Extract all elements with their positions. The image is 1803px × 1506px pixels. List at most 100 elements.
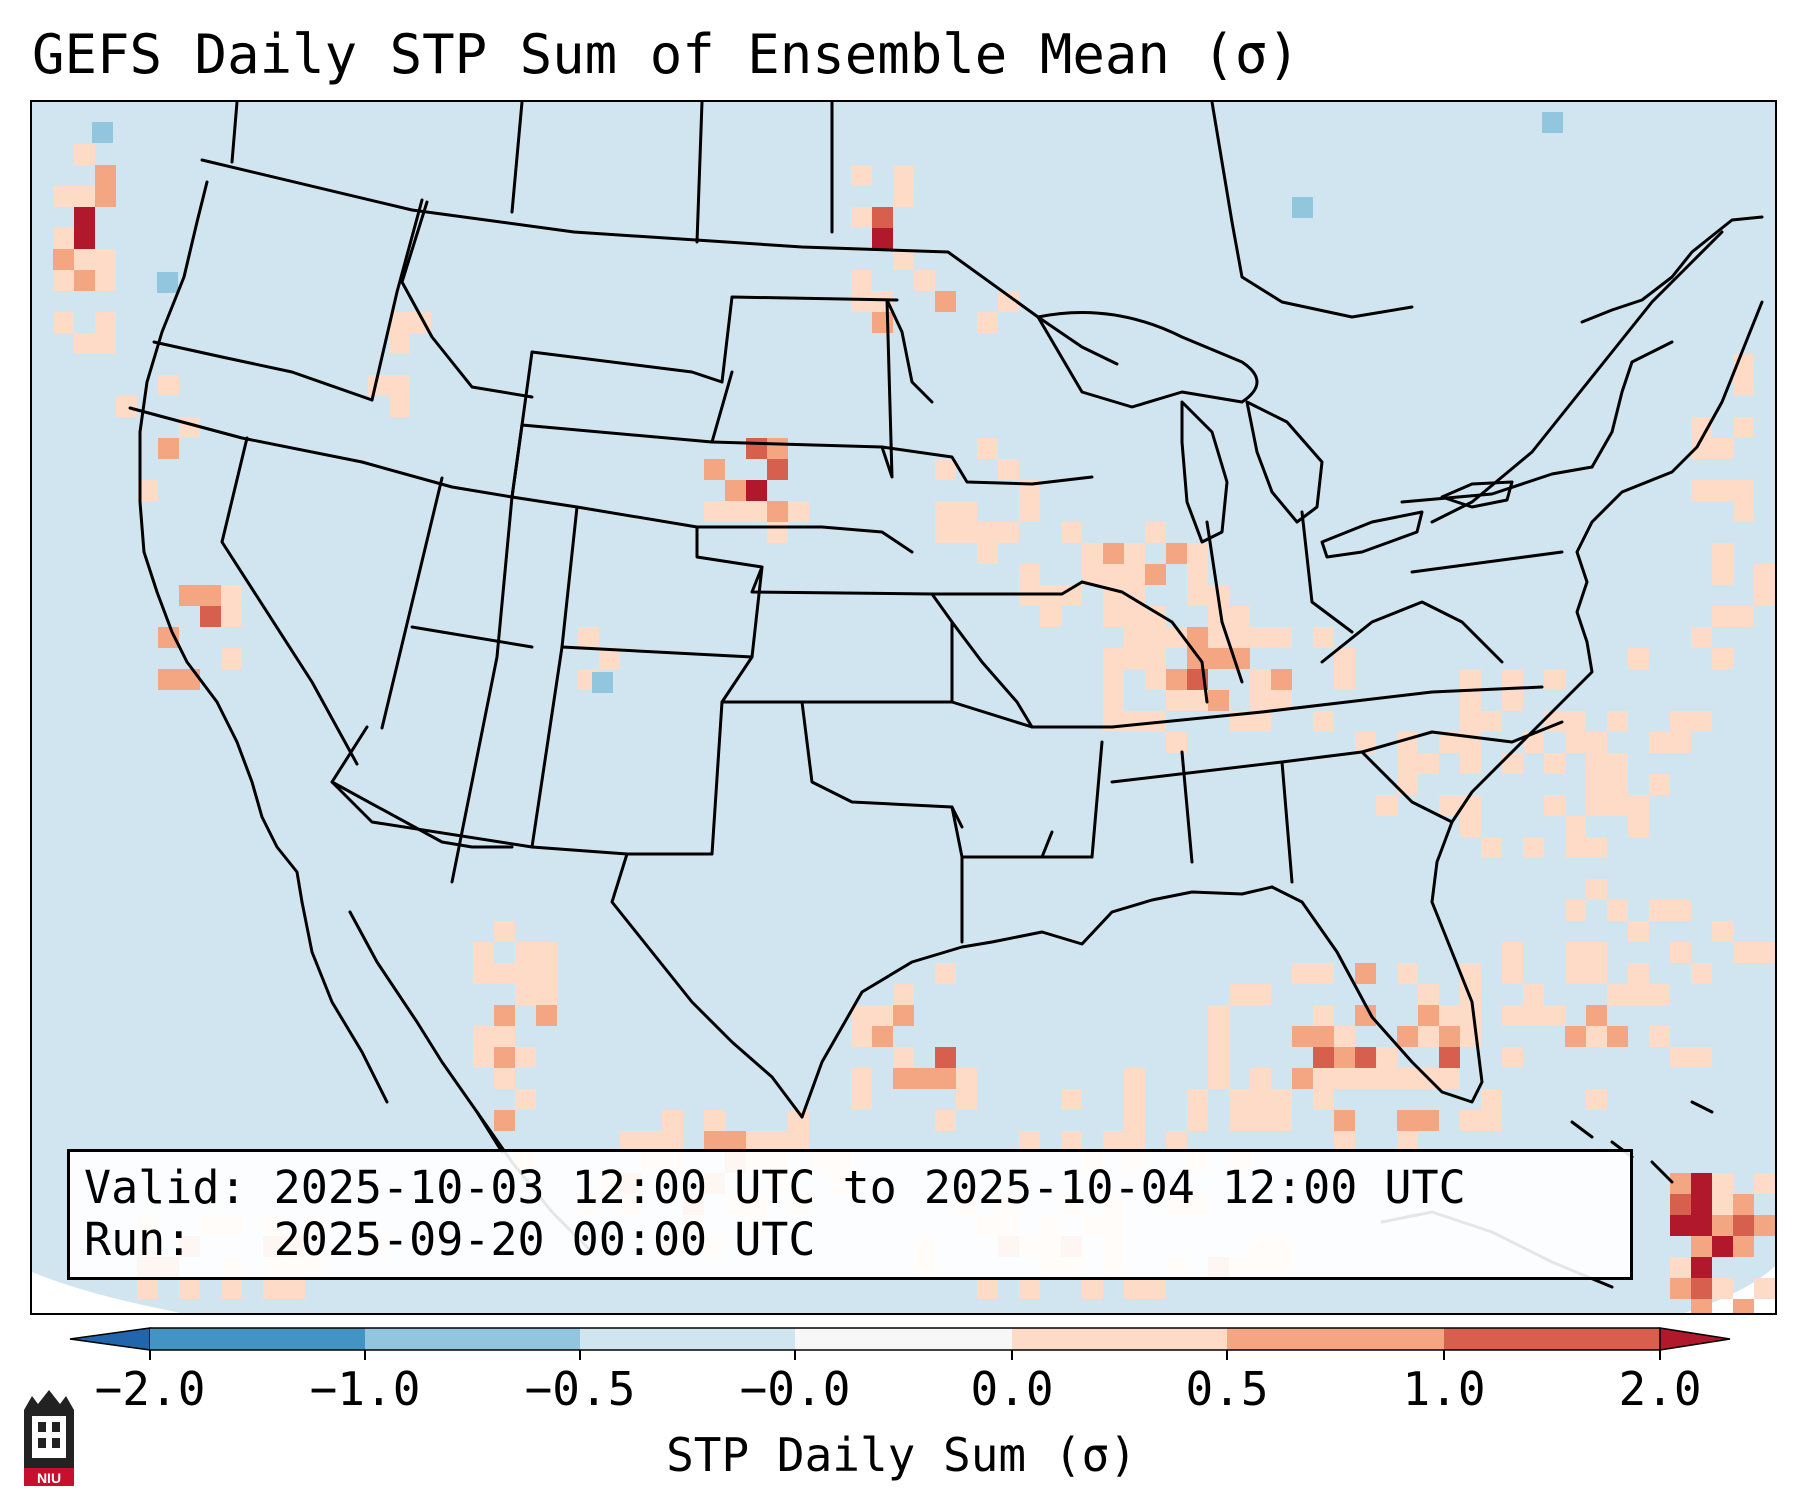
nv-east: [380, 476, 444, 730]
anomaly-cell: [851, 1026, 872, 1047]
anomaly-cell: [1103, 711, 1124, 732]
anomaly-cell: [1586, 1089, 1607, 1110]
colorbar-extend-high: [1659, 1327, 1731, 1351]
anomaly-cell: [704, 1110, 725, 1131]
anomaly-cell: [515, 963, 536, 984]
anomaly-cell: [1628, 816, 1649, 837]
anomaly-cell: [977, 312, 998, 333]
anomaly-cell: [1670, 1257, 1691, 1278]
anomaly-cell: [1712, 606, 1733, 627]
anomaly-cell: [998, 522, 1019, 543]
anomaly-cell: [1691, 711, 1712, 732]
stp-map: [32, 102, 1775, 1313]
carolinas: [1360, 720, 1564, 824]
anomaly-cell: [221, 648, 242, 669]
anomaly-cell: [1418, 1005, 1439, 1026]
west-coast: [138, 180, 304, 904]
anomaly-cell: [1229, 648, 1250, 669]
anomaly-cell: [1313, 627, 1334, 648]
anomaly-cell: [1124, 1110, 1145, 1131]
anomaly-cell: [1523, 984, 1544, 1005]
anomaly-cell: [473, 942, 494, 963]
anomaly-cell: [1481, 1089, 1502, 1110]
id-mt-wy: [400, 200, 534, 399]
svg-text:NIU: NIU: [37, 1470, 61, 1486]
anomaly-cell: [746, 1131, 767, 1152]
anomaly-cell: [494, 1110, 515, 1131]
mo-ar: [950, 700, 1114, 729]
map-title: GEFS Daily STP Sum of Ensemble Mean (σ): [32, 23, 1300, 86]
anomaly-cell: [1355, 1047, 1376, 1068]
anomaly-cell: [1691, 1236, 1712, 1257]
anomaly-cell: [95, 333, 116, 354]
anomaly-cell: [956, 1068, 977, 1089]
anomaly-cell: [1733, 501, 1754, 522]
mn-east: [885, 298, 934, 404]
anomaly-cell: [1460, 1005, 1481, 1026]
anomaly-cell: [1250, 1089, 1271, 1110]
anomaly-cell: [1061, 1089, 1082, 1110]
id-wy-south: [360, 460, 514, 499]
anomaly-cell: [179, 585, 200, 606]
anomaly-cell: [1208, 1005, 1229, 1026]
gulf-coast-la-ms-al: [990, 885, 1274, 946]
anomaly-cell: [1502, 669, 1523, 690]
nm-box: [530, 645, 754, 856]
anomaly-cell: [1124, 585, 1145, 606]
anomaly-cell: [578, 627, 599, 648]
valid-time-text: Valid: 2025-10-03 12:00 UTC to 2025-10-0…: [84, 1161, 1466, 1214]
anomaly-cell: [1124, 648, 1145, 669]
anomaly-cell: [494, 921, 515, 942]
us-canada-border-east: [1580, 215, 1764, 324]
anomaly-cell: [1103, 543, 1124, 564]
colorbar-tick-label: −0.5: [524, 1362, 636, 1416]
anomaly-cell: [1649, 732, 1670, 753]
anomaly-cell: [1565, 942, 1586, 963]
anomaly-cell: [1145, 606, 1166, 627]
anomaly-cell: [1103, 1131, 1124, 1152]
anomaly-cell: [1250, 984, 1271, 1005]
anomaly-cell: [1439, 1068, 1460, 1089]
anomaly-cell: [1334, 1026, 1355, 1047]
colorbar-tick-label: 0.5: [1185, 1362, 1269, 1416]
mo-east: [930, 592, 1034, 729]
anomaly-cell: [494, 1047, 515, 1068]
anomaly-cell: [515, 942, 536, 963]
anomaly-cell: [1754, 585, 1775, 606]
anomaly-cell: [179, 1278, 200, 1299]
colorbar-bin: [580, 1328, 795, 1350]
anomaly-cell: [977, 543, 998, 564]
anomaly-cell: [1607, 711, 1628, 732]
anomaly-cells: [53, 112, 1775, 1313]
tx-border: [610, 852, 804, 1119]
anomaly-cell: [767, 1131, 788, 1152]
anomaly-cell: [935, 501, 956, 522]
anomaly-cell: [893, 186, 914, 207]
mt-south: [530, 350, 724, 384]
anomaly-cell: [1271, 669, 1292, 690]
anomaly-cell: [1649, 774, 1670, 795]
anomaly-cell: [1019, 501, 1040, 522]
anomaly-cell: [1187, 648, 1208, 669]
anomaly-cell: [620, 1131, 641, 1152]
anomaly-cell: [1124, 1068, 1145, 1089]
anomaly-cell: [704, 501, 725, 522]
lake-superior: [1036, 311, 1259, 409]
anomaly-cell: [1691, 1047, 1712, 1068]
anomaly-cell: [977, 438, 998, 459]
anomaly-cell: [1691, 1257, 1712, 1278]
co-box: [560, 505, 764, 659]
anomaly-cell: [956, 522, 977, 543]
anomaly-cell: [746, 438, 767, 459]
anomaly-cell: [1334, 1131, 1355, 1152]
in-oh: [1205, 520, 1244, 684]
anomaly-cell: [767, 501, 788, 522]
anomaly-cell: [1691, 438, 1712, 459]
mn-ia: [880, 445, 1094, 486]
anomaly-cell: [1733, 606, 1754, 627]
anomaly-cell: [1439, 1047, 1460, 1068]
anomaly-cell: [1670, 942, 1691, 963]
anomaly-cell: [1628, 648, 1649, 669]
anomaly-cell: [1628, 963, 1649, 984]
anomaly-cell: [893, 984, 914, 1005]
